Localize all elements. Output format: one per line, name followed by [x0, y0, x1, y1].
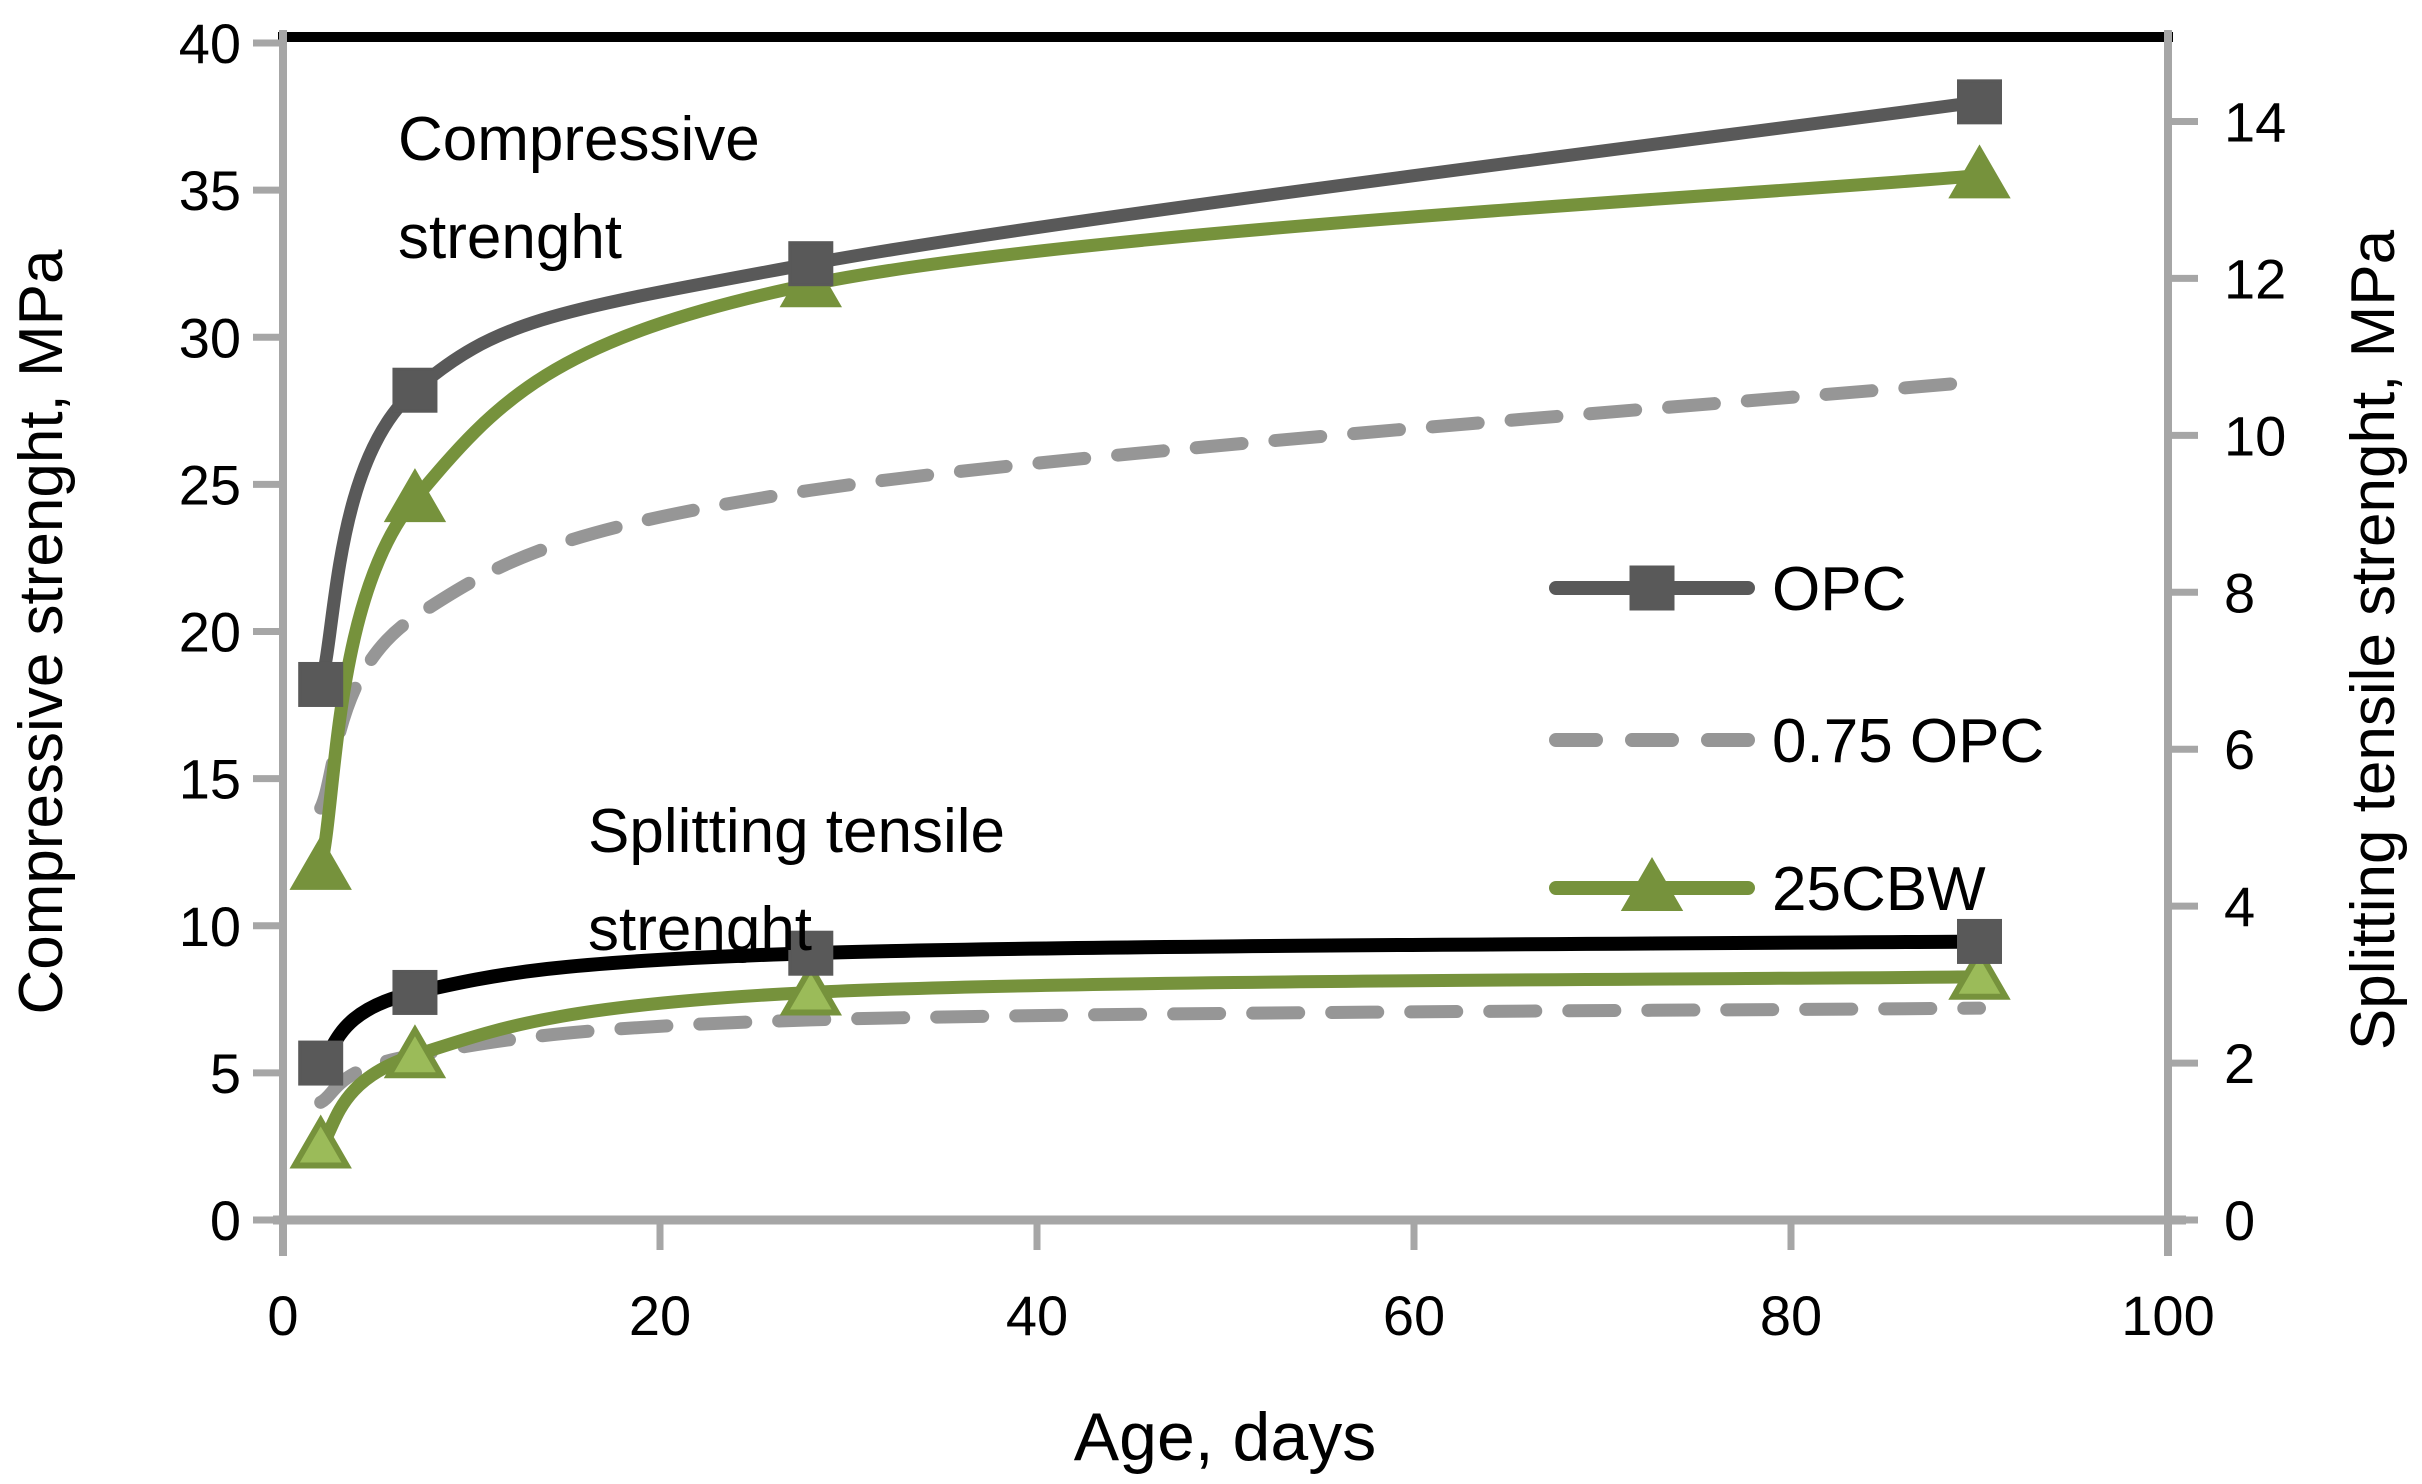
y-left-tick-label: 20 [179, 601, 241, 664]
y-right-tick-label: 10 [2224, 404, 2286, 467]
series-marker-triangle [383, 1024, 447, 1079]
series-marker-triangle [289, 835, 352, 890]
series-marker-square [392, 367, 438, 413]
y-right-tick-label: 12 [2224, 247, 2286, 310]
series-marker-triangle [289, 1114, 352, 1169]
y-right-tick-label: 2 [2224, 1032, 2255, 1095]
y-right-tick-label: 6 [2224, 718, 2255, 781]
series-marker-square [298, 1040, 344, 1086]
series-line-opc-left [314, 95, 1986, 691]
series-marker-triangle [779, 961, 842, 1016]
x-tick-label: 80 [1760, 1284, 1822, 1347]
series-marker-square [298, 661, 344, 707]
y-right-tick-label: 8 [2224, 561, 2255, 624]
series-line-opc-right [313, 934, 1987, 1071]
legend-label-25cbw: 25CBW [1772, 855, 1986, 924]
y-right-tick-label: 14 [2224, 90, 2286, 153]
y-right-axis-title: Splitting tensile strenght, MPa [2339, 229, 2408, 1050]
series-marker-square [788, 241, 834, 287]
series-marker-square [788, 930, 834, 976]
y-left-tick-label: 35 [179, 159, 241, 222]
x-axis-title: Age, days [1074, 1399, 1376, 1475]
y-left-tick-label: 15 [179, 748, 241, 811]
annotation-splitting: Splitting tensile strenght [588, 797, 1005, 964]
x-tick-label: 60 [1383, 1284, 1445, 1347]
series-marker-square [1957, 918, 2002, 964]
series-line-0.75-opc-right [314, 1001, 1986, 1109]
y-left-tick-label: 10 [179, 895, 241, 958]
legend-swatch-marker-opc [1629, 565, 1675, 611]
axes-group: 0 5 10 15 20 25 30 35 40 0 2 4 6 8 10 12 14 0 20 40 60 80 100 [179, 12, 2287, 1347]
series-line-0.75-opc-left [314, 374, 1986, 815]
y-right-tick-label: 4 [2224, 875, 2255, 938]
series-marker-triangle [383, 468, 447, 523]
annotation-splitting-line2: strenght [588, 895, 812, 964]
legend-label-075opc: 0.75 OPC [1772, 707, 2044, 776]
y-left-axis-title: Compressive strenght, MPa [7, 249, 76, 1014]
y-left-tick-label: 25 [179, 453, 241, 516]
series-line-25cbw-left [314, 168, 1986, 874]
series-line-25cbw-right [314, 970, 1986, 1152]
x-tick-label: 0 [267, 1284, 298, 1347]
series-marker-triangle [1948, 144, 2011, 199]
y-right-tick-label: 0 [2224, 1189, 2255, 1252]
annotation-compressive-line2: strenght [398, 203, 622, 272]
series-marker-square [1957, 79, 2002, 125]
y-left-tick-label: 0 [210, 1189, 241, 1252]
annotation-compressive: Compressive strenght [398, 105, 760, 272]
y-left-tick-label: 30 [179, 306, 241, 369]
legend-label-opc: OPC [1772, 555, 1906, 624]
x-tick-label: 100 [2121, 1284, 2214, 1347]
y-left-tick-label: 40 [179, 12, 241, 75]
series-group [289, 79, 2011, 1169]
x-tick-label: 20 [629, 1284, 691, 1347]
legend-swatch-marker-25cbw [1620, 857, 1684, 911]
series-marker-triangle [1948, 945, 2011, 1000]
series-marker-square [392, 969, 438, 1015]
y-left-tick-label: 5 [210, 1042, 241, 1105]
annotation-splitting-line1: Splitting tensile [588, 797, 1005, 866]
legend-group [1549, 565, 1755, 911]
annotation-compressive-line1: Compressive [398, 105, 760, 174]
x-tick-label: 40 [1006, 1284, 1068, 1347]
